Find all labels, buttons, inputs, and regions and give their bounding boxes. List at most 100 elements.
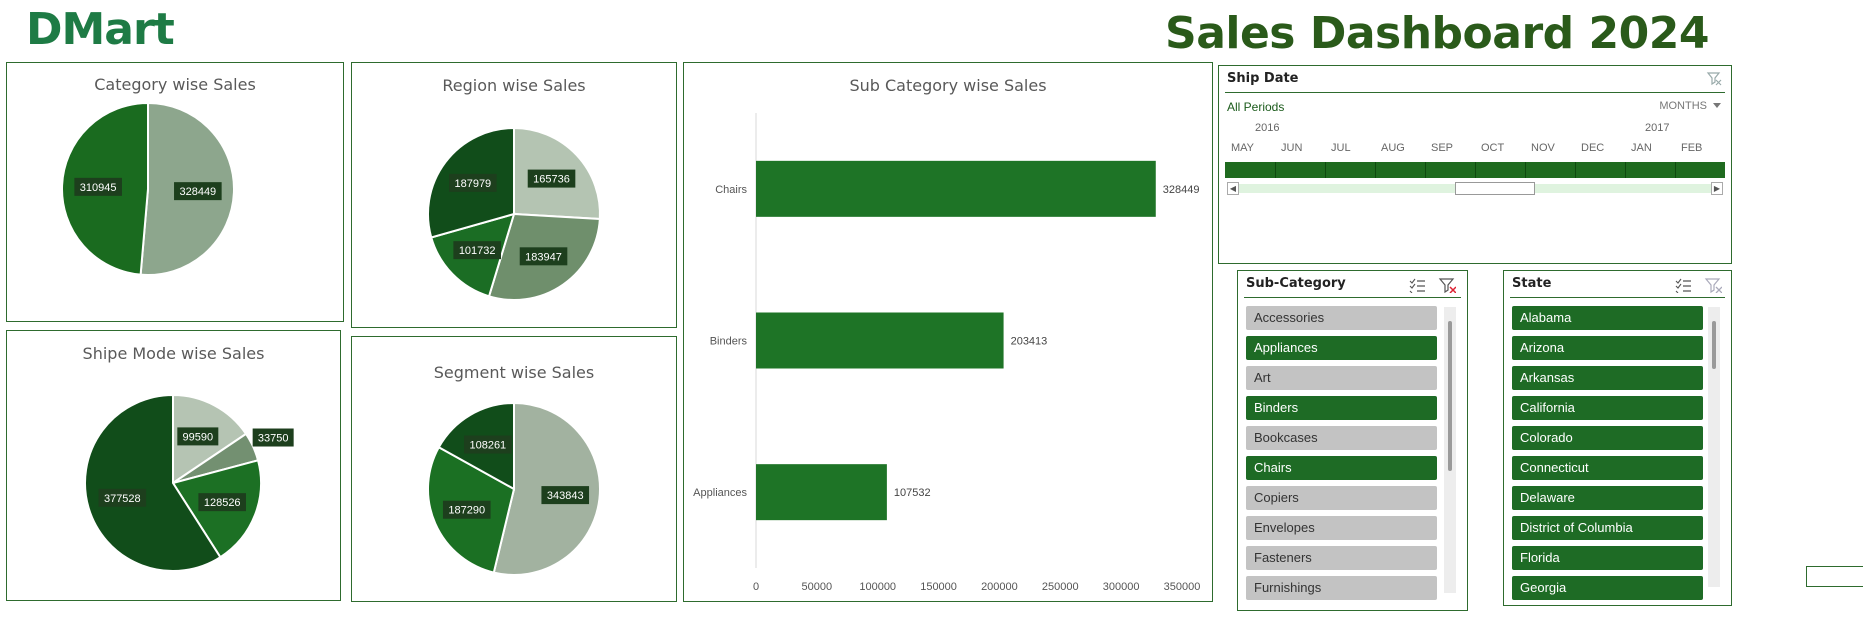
slicer-item[interactable]: California [1512, 396, 1703, 420]
clear-filter-icon[interactable] [1438, 277, 1456, 293]
slicer-item[interactable]: Furnishings [1246, 576, 1437, 600]
scrollbar-thumb[interactable] [1448, 321, 1452, 471]
slicer-item[interactable]: Delaware [1512, 486, 1703, 510]
slicer-item[interactable]: Arizona [1512, 336, 1703, 360]
month-divider [1375, 162, 1376, 178]
x-tick-label: 50000 [802, 581, 833, 593]
y-tick-label: Binders [710, 336, 748, 348]
scroll-right-button[interactable]: ▶ [1711, 182, 1723, 195]
region-chart-panel[interactable]: Region wise Sales 165736 183947 101732 1879… [351, 62, 677, 328]
slicer-item[interactable]: Connecticut [1512, 456, 1703, 480]
bar[interactable] [756, 312, 1004, 369]
x-tick-label: 200000 [981, 581, 1018, 593]
clear-filter-icon[interactable] [1704, 277, 1722, 293]
slicer-item[interactable]: Arkansas [1512, 366, 1703, 390]
periods-label[interactable]: All Periods [1227, 100, 1285, 114]
pie-slice[interactable] [84, 393, 222, 572]
multi-select-icon[interactable] [1674, 277, 1692, 293]
data-label-box [198, 493, 247, 512]
month-divider [1425, 162, 1426, 178]
scroll-left-button[interactable]: ◀ [1227, 182, 1239, 195]
y-tick-label: Chairs [715, 184, 747, 196]
slicer-item[interactable]: Georgia [1512, 576, 1703, 600]
data-label: 33750 [258, 433, 289, 445]
segment-pie-chart: 343843 187290 108261 [427, 401, 601, 576]
slicer-item[interactable]: Chairs [1246, 456, 1437, 480]
data-label: 128526 [204, 497, 241, 509]
time-unit-dropdown[interactable]: MONTHS [1659, 100, 1707, 112]
scrollbar-thumb[interactable] [1455, 182, 1535, 195]
clear-filter-icon[interactable] [1705, 70, 1723, 86]
header-divider [1510, 297, 1725, 298]
chart-title: Sub Category wise Sales [849, 76, 1047, 95]
dashboard-title: Sales Dashboard 2024 [1165, 8, 1709, 59]
x-tick-label: 300000 [1103, 581, 1140, 593]
ship-date-timeline[interactable]: Ship Date All Periods MONTHS 2016 2017 M… [1218, 65, 1732, 264]
slicer-item[interactable]: Appliances [1246, 336, 1437, 360]
month-label[interactable]: SEP [1431, 142, 1454, 154]
slicer-item[interactable]: Binders [1246, 396, 1437, 420]
month-label[interactable]: FEB [1681, 142, 1703, 154]
chart-title: Region wise Sales [442, 76, 586, 95]
state-slicer[interactable]: State Alabama Arizona Arkansas California Co… [1503, 270, 1732, 606]
month-label[interactable]: JUL [1331, 142, 1351, 154]
month-label[interactable]: JAN [1631, 142, 1652, 154]
multi-select-icon[interactable] [1408, 277, 1426, 293]
month-divider [1475, 162, 1476, 178]
data-label-box [98, 488, 147, 507]
slicer-item[interactable]: Copiers [1246, 486, 1437, 510]
slicer-header: Sub-Category [1246, 276, 1346, 291]
chart-title: Shipe Mode wise Sales [82, 344, 265, 363]
slicer-item[interactable]: Accessories [1246, 306, 1437, 330]
region-pie-chart: 165736 183947 101732 187979 [427, 126, 601, 301]
shipmode-chart-panel[interactable]: Shipe Mode wise Sales 99590 33750 128526 37… [6, 330, 341, 601]
bar[interactable] [756, 464, 887, 521]
data-label-box [453, 241, 501, 260]
month-divider [1575, 162, 1576, 178]
slicer-item[interactable]: Art [1246, 366, 1437, 390]
bar[interactable] [756, 160, 1156, 217]
scrollbar-thumb[interactable] [1712, 321, 1716, 369]
month-label[interactable]: MAY [1231, 142, 1255, 154]
data-label-box [177, 427, 219, 446]
slicer-item[interactable]: Florida [1512, 546, 1703, 570]
month-divider [1325, 162, 1326, 178]
subcategory-bar-chart: 0 50000 100000 150000 200000 250000 300000 3500… [693, 113, 1201, 593]
category-pie-chart: 328449 310945 [61, 101, 235, 276]
segment-chart-panel[interactable]: Segment wise Sales 343843 187290 108261 [351, 336, 677, 602]
month-label[interactable]: NOV [1531, 142, 1555, 154]
slicer-item[interactable]: District of Columbia [1512, 516, 1703, 540]
category-chart-panel[interactable]: Category wise Sales 328449 310945 [6, 62, 344, 322]
chevron-down-icon[interactable] [1713, 103, 1721, 108]
slicer-item[interactable]: Fasteners [1246, 546, 1437, 570]
selected-cell-outline[interactable] [1806, 566, 1863, 587]
data-label-box [464, 435, 512, 454]
slicer-item[interactable]: Bookcases [1246, 426, 1437, 450]
month-label[interactable]: JUN [1281, 142, 1303, 154]
year-label: 2016 [1255, 122, 1280, 134]
month-label[interactable]: OCT [1481, 142, 1505, 154]
data-label-box [541, 486, 590, 505]
data-label: 328449 [179, 186, 216, 198]
chart-title: Segment wise Sales [433, 363, 595, 382]
slicer-item[interactable]: Colorado [1512, 426, 1703, 450]
timeline-selection-bar[interactable] [1225, 162, 1725, 178]
month-label[interactable]: AUG [1381, 142, 1405, 154]
data-label: 107532 [894, 487, 931, 499]
x-tick-label: 250000 [1042, 581, 1079, 593]
x-tick-label: 350000 [1164, 581, 1201, 593]
data-label-box [519, 247, 568, 266]
slicer-item[interactable]: Alabama [1512, 306, 1703, 330]
vertical-scrollbar[interactable] [1708, 307, 1720, 587]
subcategory-slicer[interactable]: Sub-Category Accessories Appliances Art Bin… [1237, 270, 1468, 611]
header-divider [1244, 297, 1461, 298]
month-divider [1625, 162, 1626, 178]
slicer-item[interactable]: Envelopes [1246, 516, 1437, 540]
month-label[interactable]: DEC [1581, 142, 1605, 154]
data-label: 343843 [547, 490, 584, 502]
data-label: 377528 [104, 493, 141, 505]
vertical-scrollbar[interactable] [1444, 307, 1456, 593]
data-label: 187290 [448, 505, 485, 517]
subcategory-chart-panel[interactable]: Sub Category wise Sales 0 50000 100000 1500… [683, 62, 1213, 602]
data-label-box [442, 500, 491, 519]
